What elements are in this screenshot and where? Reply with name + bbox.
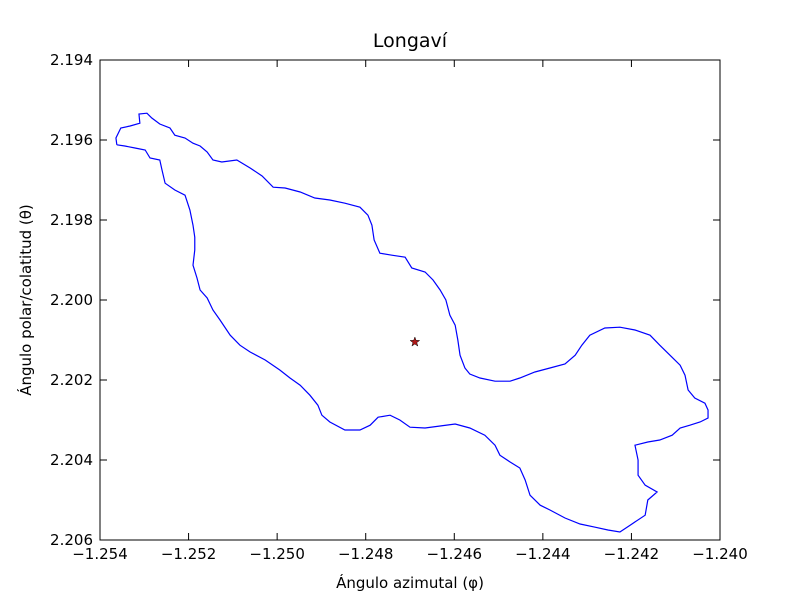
x-tick-label: −1.244: [515, 545, 571, 563]
y-tick-label: 2.202: [50, 371, 93, 389]
x-tick-label: −1.252: [161, 545, 217, 563]
x-tick-label: −1.246: [427, 545, 483, 563]
y-tick-label: 2.194: [50, 51, 93, 69]
x-tick-label: −1.250: [249, 545, 305, 563]
y-tick-label: 2.196: [50, 131, 93, 149]
point-marker: [409, 336, 421, 347]
x-tick-label: −1.242: [604, 545, 660, 563]
y-tick-label: 2.200: [50, 291, 93, 309]
y-tick-label: 2.206: [50, 531, 93, 549]
y-axis-label: Ángulo polar/colatitud (θ): [16, 204, 35, 396]
x-axis-label: Ángulo azimutal (φ): [336, 573, 484, 592]
x-tick-label: −1.240: [692, 545, 748, 563]
chart-title: Longaví: [373, 30, 448, 52]
y-tick-label: 2.204: [50, 451, 93, 469]
x-tick-label: −1.248: [338, 545, 394, 563]
plot-frame: [99, 59, 721, 541]
x-tick-label: −1.254: [72, 545, 128, 563]
y-tick-label: 2.198: [50, 211, 93, 229]
outline: [115, 112, 709, 533]
